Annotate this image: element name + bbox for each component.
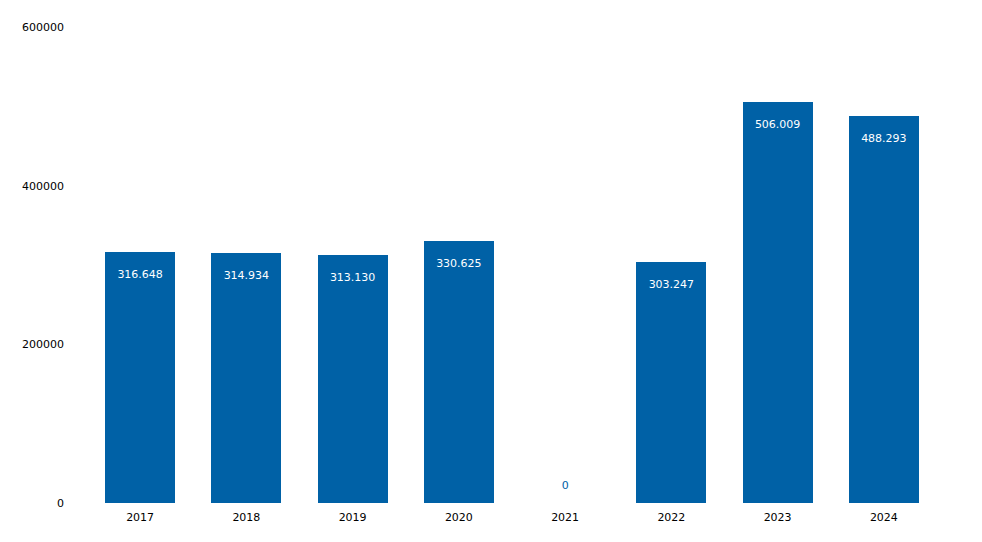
bar-2023[interactable]	[743, 102, 813, 503]
x-tick-label: 2022	[618, 510, 724, 525]
bar-value-label: 488.293	[849, 133, 919, 145]
bar-2024[interactable]	[849, 116, 919, 503]
x-tick-label: 2023	[725, 510, 831, 525]
bar-2018[interactable]	[211, 253, 281, 503]
bar-2020[interactable]	[424, 241, 494, 503]
x-tick-label: 2019	[300, 510, 406, 525]
bar-value-label-zero: 0	[530, 480, 600, 492]
y-tick-label: 600000	[0, 20, 64, 35]
bar-chart: 0 200000 400000 600000 316.648 314.934 313.13…	[0, 0, 982, 542]
bar-value-label: 330.625	[424, 258, 494, 270]
x-tick-label: 2021	[512, 510, 618, 525]
bar-2022[interactable]	[636, 262, 706, 503]
x-tick-label: 2017	[87, 510, 193, 525]
y-tick-label: 400000	[0, 179, 64, 194]
bar-2019[interactable]	[318, 255, 388, 503]
bar-value-label: 316.648	[105, 269, 175, 281]
bar-value-label: 506.009	[743, 119, 813, 131]
bar-value-label: 313.130	[318, 272, 388, 284]
x-tick-label: 2024	[831, 510, 937, 525]
x-tick-label: 2020	[406, 510, 512, 525]
x-tick-label: 2018	[193, 510, 299, 525]
y-tick-label: 200000	[0, 337, 64, 352]
bar-value-label: 303.247	[636, 279, 706, 291]
bar-value-label: 314.934	[211, 270, 281, 282]
bar-2017[interactable]	[105, 252, 175, 503]
y-tick-label: 0	[0, 496, 64, 511]
